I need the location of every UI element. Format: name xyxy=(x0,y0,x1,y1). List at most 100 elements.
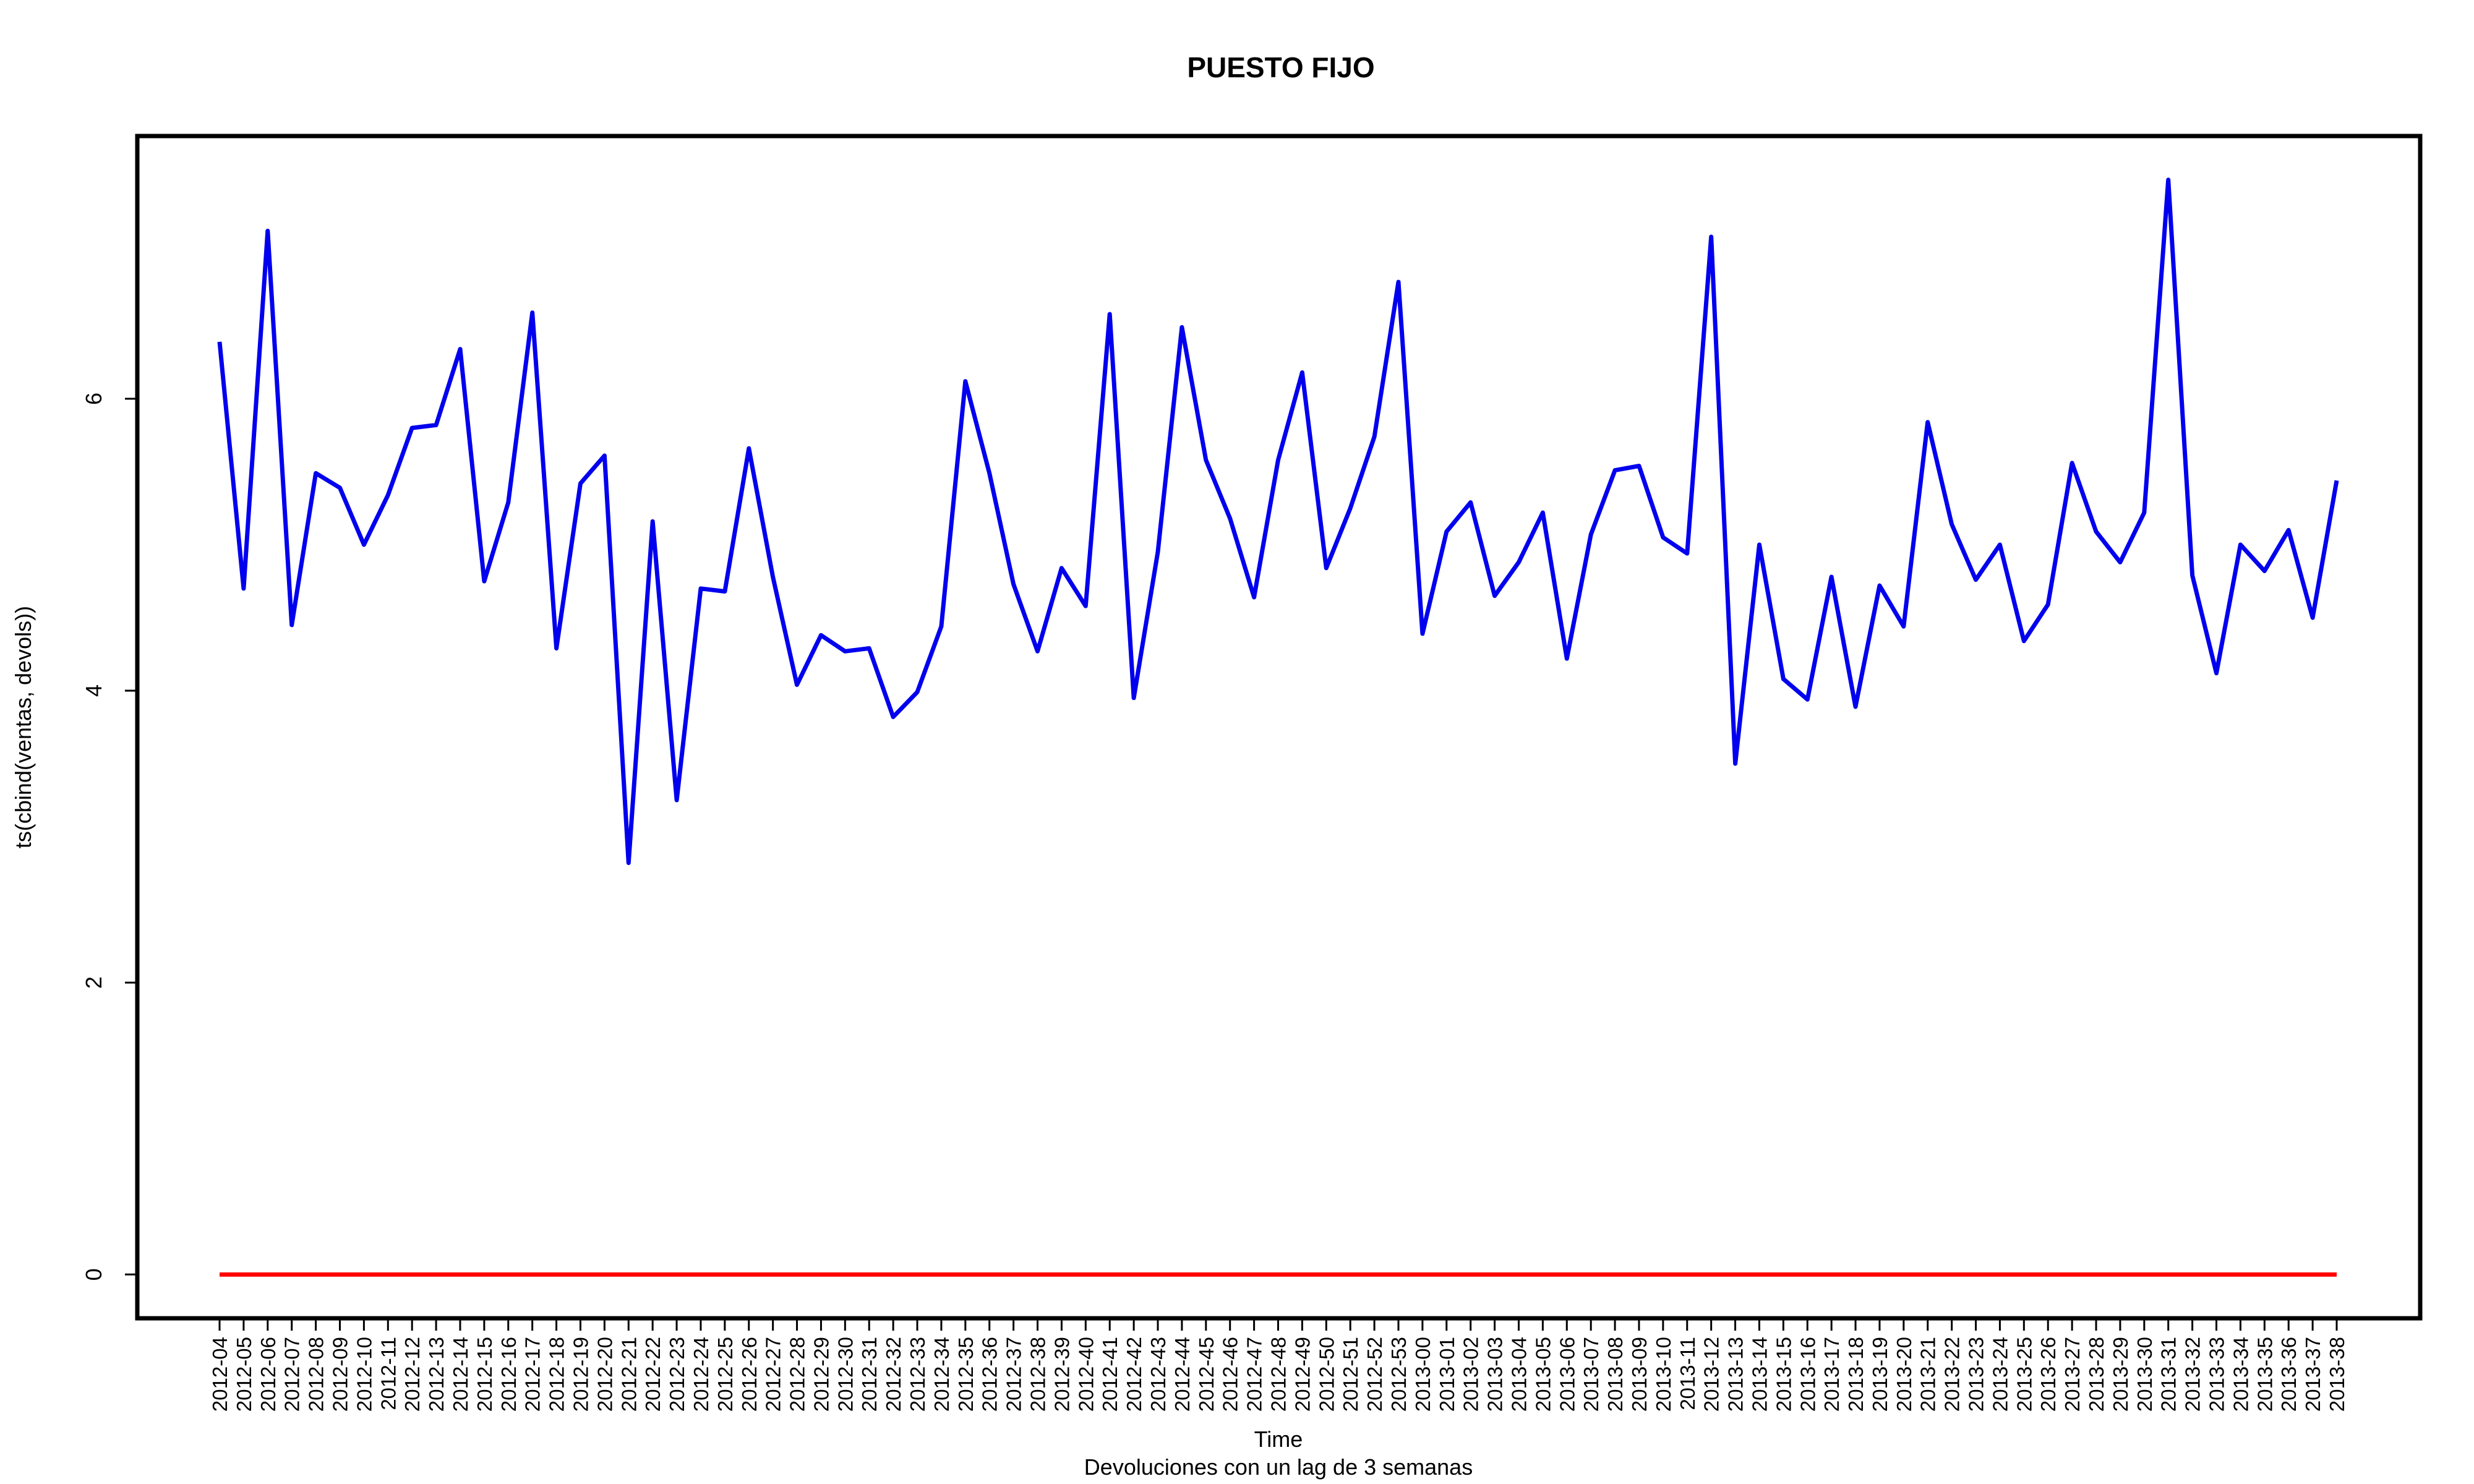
x-tick-label: 2013-20 xyxy=(1893,1337,1915,1412)
x-tick-label: 2013-07 xyxy=(1580,1337,1603,1412)
data-point-ventas xyxy=(988,471,991,475)
data-point-devols xyxy=(1541,1273,1544,1276)
data-point-ventas xyxy=(1854,705,1857,709)
x-tick-label: 2013-14 xyxy=(1748,1337,1771,1412)
data-point-devols xyxy=(1012,1273,1016,1276)
data-point-devols xyxy=(1710,1273,1713,1276)
x-tick-label: 2012-44 xyxy=(1171,1337,1194,1412)
x-tick-label: 2013-25 xyxy=(2013,1337,2035,1412)
data-point-devols xyxy=(1758,1273,1761,1276)
data-point-ventas xyxy=(507,501,510,505)
x-tick-label: 2013-04 xyxy=(1507,1337,1530,1412)
data-point-ventas xyxy=(1397,280,1400,284)
x-tick-label: 2012-45 xyxy=(1195,1337,1218,1412)
data-point-devols xyxy=(651,1273,654,1276)
x-tick-label: 2013-37 xyxy=(2301,1337,2324,1412)
data-point-ventas xyxy=(843,649,847,653)
data-point-devols xyxy=(1277,1273,1280,1276)
data-point-ventas xyxy=(1613,469,1617,472)
data-point-devols xyxy=(675,1273,678,1276)
x-tick-label: 2012-38 xyxy=(1027,1337,1050,1412)
x-tick-label: 2012-06 xyxy=(257,1337,280,1412)
x-tick-label: 2013-26 xyxy=(2037,1337,2060,1412)
data-point-devols xyxy=(1781,1273,1785,1276)
data-point-ventas xyxy=(867,647,871,650)
data-point-ventas xyxy=(1228,516,1232,520)
y-tick-label: 0 xyxy=(81,1268,106,1281)
data-point-devols xyxy=(2238,1273,2242,1276)
x-tick-label: 2013-05 xyxy=(1531,1337,1554,1412)
data-point-ventas xyxy=(1421,632,1424,636)
data-point-devols xyxy=(1565,1273,1569,1276)
data-point-ventas xyxy=(531,311,534,315)
data-point-devols xyxy=(1805,1273,1809,1276)
data-point-ventas xyxy=(1156,550,1160,554)
x-tick-label: 2013-33 xyxy=(2206,1337,2228,1412)
data-point-devols xyxy=(819,1273,823,1276)
x-tick-label: 2013-13 xyxy=(1724,1337,1747,1412)
x-tick-label: 2012-48 xyxy=(1267,1337,1290,1412)
x-tick-label: 2012-09 xyxy=(328,1337,351,1412)
x-tick-label: 2012-12 xyxy=(401,1337,424,1412)
x-tick-label: 2012-27 xyxy=(762,1337,785,1412)
data-point-devols xyxy=(1734,1273,1737,1276)
x-tick-label: 2013-16 xyxy=(1796,1337,1819,1412)
x-tick-label: 2012-11 xyxy=(377,1337,400,1410)
data-point-devols xyxy=(2142,1273,2146,1276)
x-tick-label: 2013-12 xyxy=(1700,1337,1723,1412)
data-point-ventas xyxy=(242,587,246,591)
data-point-ventas xyxy=(1132,696,1136,700)
x-tick-label: 2012-47 xyxy=(1243,1337,1266,1412)
data-point-devols xyxy=(314,1273,318,1276)
data-point-devols xyxy=(290,1273,294,1276)
series-layer xyxy=(217,177,2339,1277)
data-point-devols xyxy=(2070,1273,2074,1276)
x-tick-label: 2012-08 xyxy=(305,1337,328,1412)
data-point-ventas xyxy=(1734,762,1737,765)
data-point-ventas xyxy=(555,647,559,650)
x-tick-label: 2013-22 xyxy=(1941,1337,1964,1412)
x-tick-label: 2012-22 xyxy=(641,1337,664,1412)
data-point-devols xyxy=(1926,1273,1930,1276)
data-point-devols xyxy=(1252,1273,1256,1276)
x-tick-label: 2013-34 xyxy=(2229,1337,2252,1412)
x-tick-label: 2012-49 xyxy=(1291,1337,1314,1412)
x-tick-label: 2013-17 xyxy=(1820,1337,1843,1412)
x-tick-label: 2013-08 xyxy=(1604,1337,1627,1412)
data-point-ventas xyxy=(1974,578,1978,582)
data-point-ventas xyxy=(1902,625,1906,628)
x-tick-label: 2012-26 xyxy=(738,1337,761,1412)
plot-frame xyxy=(135,134,2423,1321)
data-point-ventas xyxy=(1059,566,1063,570)
data-point-devols xyxy=(771,1273,775,1276)
x-tick-label: 2012-13 xyxy=(425,1337,448,1412)
data-point-devols xyxy=(627,1273,630,1276)
data-point-devols xyxy=(218,1273,221,1276)
data-point-ventas xyxy=(1277,458,1280,462)
data-point-ventas xyxy=(651,519,654,523)
data-point-ventas xyxy=(1324,566,1328,570)
x-tick-label: 2012-23 xyxy=(666,1337,688,1412)
data-point-ventas xyxy=(1180,325,1184,329)
x-tick-label: 2012-28 xyxy=(786,1337,809,1412)
x-tick-label: 2012-17 xyxy=(521,1337,544,1412)
x-tick-label: 2013-09 xyxy=(1628,1337,1651,1412)
y-tick-label: 6 xyxy=(81,393,106,405)
data-point-devols xyxy=(362,1273,366,1276)
x-tick-label: 2012-04 xyxy=(208,1337,231,1412)
data-point-devols xyxy=(555,1273,559,1276)
data-point-devols xyxy=(1517,1273,1521,1276)
data-point-devols xyxy=(1397,1273,1400,1276)
x-tick-label: 2012-41 xyxy=(1098,1337,1121,1412)
data-point-ventas xyxy=(266,229,270,232)
data-point-devols xyxy=(699,1273,703,1276)
data-point-ventas xyxy=(1661,535,1665,539)
x-tick-label: 2012-36 xyxy=(978,1337,1001,1412)
data-point-devols xyxy=(843,1273,847,1276)
series-line-ventas xyxy=(217,177,2339,865)
chart-subtitle: Devoluciones con un lag de 3 semanas xyxy=(1084,1454,1473,1480)
data-point-devols xyxy=(2287,1273,2290,1276)
data-point-devols xyxy=(1108,1273,1111,1276)
data-point-ventas xyxy=(1469,501,1473,505)
x-tick-label: 2012-19 xyxy=(569,1337,592,1412)
